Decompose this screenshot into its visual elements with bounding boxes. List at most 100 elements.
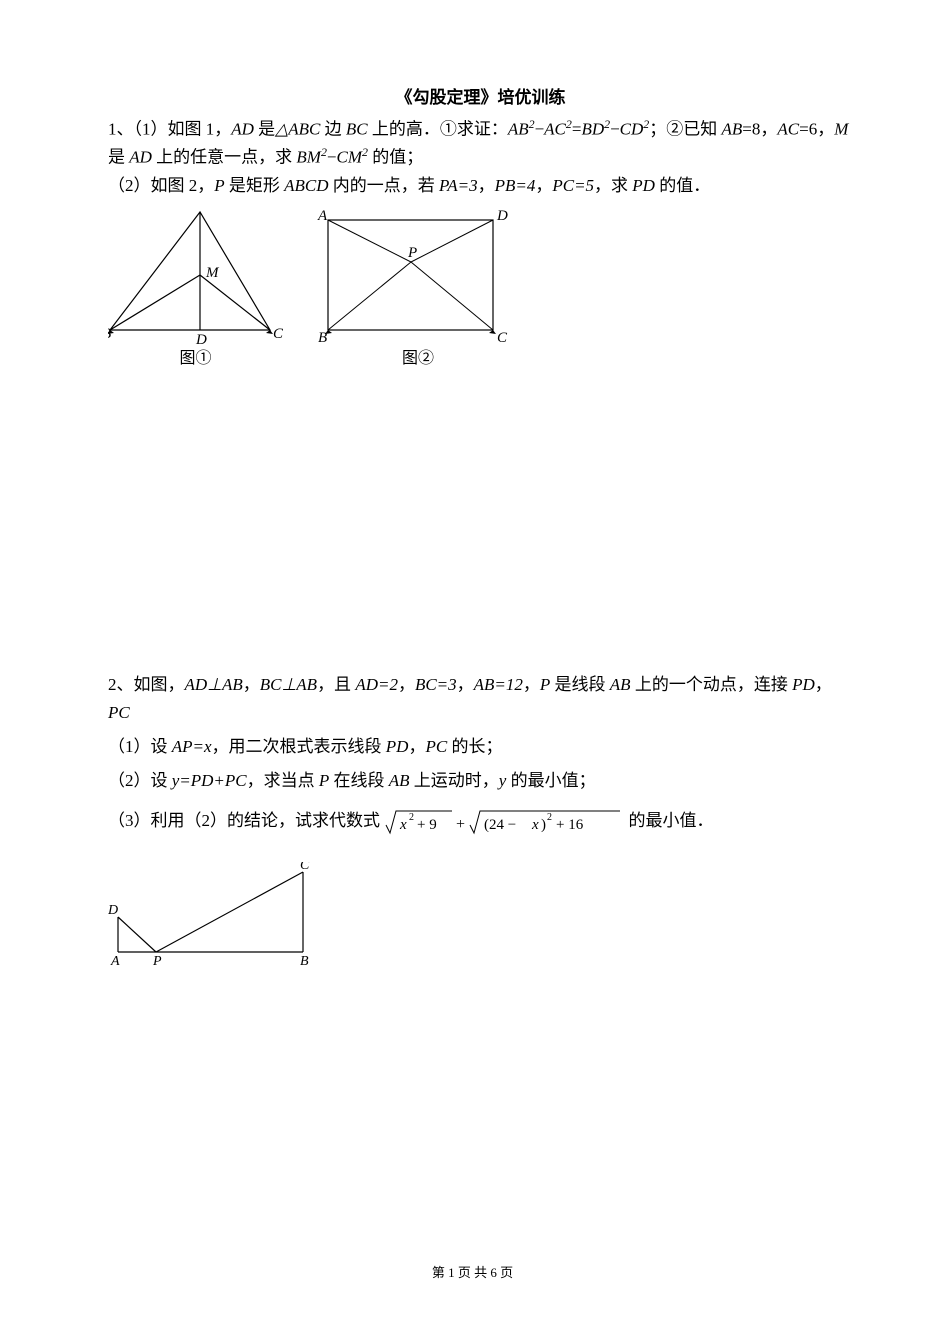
sqrt-expr: x 2 + 9 + (24 − x ) 2 + 16: [384, 807, 624, 837]
p2-line1b: ，且: [317, 675, 355, 694]
p2-line1a: 2、如图，: [108, 675, 185, 694]
svg-text:+ 9: + 9: [417, 817, 437, 833]
p1-intro-d: 上的高．①求证：: [368, 119, 508, 138]
p1-cd2: CD: [620, 119, 644, 138]
sup-2b: 2: [566, 117, 572, 131]
fig1-D: D: [195, 332, 207, 345]
p2-line1c: ，: [523, 675, 540, 694]
fig1-M: M: [205, 265, 220, 281]
p1-line2b: 上的任意一点，求: [152, 148, 297, 167]
p1-m: M: [834, 119, 848, 138]
p1-ad2: AD: [129, 148, 152, 167]
p1-line3c: 内的一点，若: [329, 176, 440, 195]
p2-ap: AP=x: [172, 737, 212, 756]
p2-ab: AB=12: [474, 675, 523, 694]
fig2-P: P: [407, 245, 417, 261]
p2-part1b: ，用二次根式表示线段: [212, 737, 386, 756]
figure-1-block: A B C D M 图①: [108, 210, 283, 371]
p1-bc: BC: [346, 119, 368, 138]
p1-line2c: 的值；: [368, 148, 423, 167]
p2-bc: BC=3: [415, 675, 457, 694]
p1-pa: PA=3: [439, 176, 478, 195]
figure-3-svg: A P B C D: [108, 862, 318, 972]
svg-text:2: 2: [547, 812, 552, 823]
p1-pc: PC=5: [552, 176, 594, 195]
p1-ac2: AC: [544, 119, 566, 138]
figure-2-block: A D B C P 图②: [313, 210, 523, 371]
svg-text:x: x: [399, 817, 407, 833]
p1-pd: PD: [632, 176, 655, 195]
fig3-D: D: [108, 903, 118, 918]
p1-p: P: [214, 176, 224, 195]
page-footer: 第 1 页 共 6 页: [0, 1263, 945, 1283]
p2-adab: AD⊥AB: [185, 675, 243, 694]
fig2-A: A: [317, 210, 328, 224]
p2-part3a: （3）利用（2）的结论，试求代数式: [108, 811, 380, 830]
fig3-P: P: [152, 954, 162, 969]
p2-pc: PC: [108, 703, 130, 722]
p1-acval: =6: [799, 119, 817, 138]
page-title: 《勾股定理》培优训练: [108, 85, 853, 111]
svg-text:+: +: [456, 816, 465, 833]
p2-part2b: ，求当点: [247, 771, 319, 790]
p1-intro-f: ，: [817, 119, 834, 138]
footer-b: 页 共: [455, 1265, 491, 1280]
p1-intro-e: ；②已知: [649, 119, 721, 138]
p2-part1a: （1）设: [108, 737, 172, 756]
problem-1: 1、（1）如图 1，AD 是△ABC 边 BC 上的高．①求证：AB2−AC2=…: [108, 115, 853, 200]
p2-part1c: 的长；: [447, 737, 502, 756]
p1-ab: AB: [722, 119, 743, 138]
p2-part3b: 的最小值．: [629, 811, 714, 830]
svg-text:): ): [541, 817, 546, 833]
p1-abcd: ABCD: [284, 176, 328, 195]
p1-intro-b: 是: [254, 119, 275, 138]
svg-text:(24 −: (24 −: [484, 817, 516, 833]
fig2-D: D: [496, 210, 508, 224]
p1-abc: △ABC: [275, 119, 320, 138]
spacer-1: [108, 371, 853, 671]
figure-2-svg: A D B C P: [313, 210, 523, 345]
p1-figures: A B C D M 图① A D B C P 图②: [108, 210, 853, 371]
figure-2-label: 图②: [402, 347, 434, 371]
fig2-C: C: [497, 330, 508, 345]
svg-text:2: 2: [409, 812, 414, 823]
fig3-C: C: [300, 862, 310, 873]
problem-2: 2、如图，AD⊥AB，BC⊥AB，且 AD=2，BC=3，AB=12，P 是线段…: [108, 671, 853, 837]
p2-line1e: 上的一个动点，连接: [631, 675, 793, 694]
p2-p2: P: [319, 771, 329, 790]
p2-pd: PD: [792, 675, 815, 694]
p1-abval: =8: [742, 119, 760, 138]
p1-cm: CM: [337, 148, 363, 167]
p2-ad: AD=2: [355, 675, 398, 694]
p2-part1: （1）设 AP=x，用二次根式表示线段 PD，PC 的长；: [108, 733, 853, 761]
p2-pc2: PC: [425, 737, 447, 756]
p2-p: P: [540, 675, 550, 694]
p2-part2a: （2）设: [108, 771, 172, 790]
p2-part2c: 在线段: [329, 771, 389, 790]
fig2-B: B: [318, 330, 327, 345]
p2-part3: （3）利用（2）的结论，试求代数式 x 2 + 9 + (24 − x ) 2 …: [108, 807, 853, 837]
p2-figure-block: A P B C D: [108, 862, 853, 980]
p1-ac: AC: [777, 119, 799, 138]
p2-pd2: PD: [386, 737, 409, 756]
figure-1-svg: A B C D M: [108, 210, 283, 345]
p2-bcab: BC⊥AB: [260, 675, 317, 694]
fig3-A: A: [110, 954, 120, 969]
sup-2e: 2: [321, 145, 327, 159]
fig1-A: A: [194, 210, 205, 212]
p1-ad: AD: [231, 119, 254, 138]
fig1-B: B: [108, 326, 111, 342]
p1-ab2: AB: [508, 119, 529, 138]
footer-a: 第: [432, 1265, 448, 1280]
footer-c: 页: [497, 1265, 513, 1280]
svg-text:+ 16: + 16: [556, 817, 584, 833]
fig3-B: B: [300, 954, 309, 969]
p2-ab2: AB: [610, 675, 631, 694]
p1-line3d: ，求: [594, 176, 632, 195]
figure-1-label: 图①: [179, 347, 211, 371]
p1-line3b: 是矩形: [225, 176, 285, 195]
p1-pb: PB=4: [495, 176, 536, 195]
p1-line3a: （2）如图 2，: [108, 176, 214, 195]
p2-part2d: 上运动时，: [410, 771, 499, 790]
sup-2: 2: [529, 117, 535, 131]
